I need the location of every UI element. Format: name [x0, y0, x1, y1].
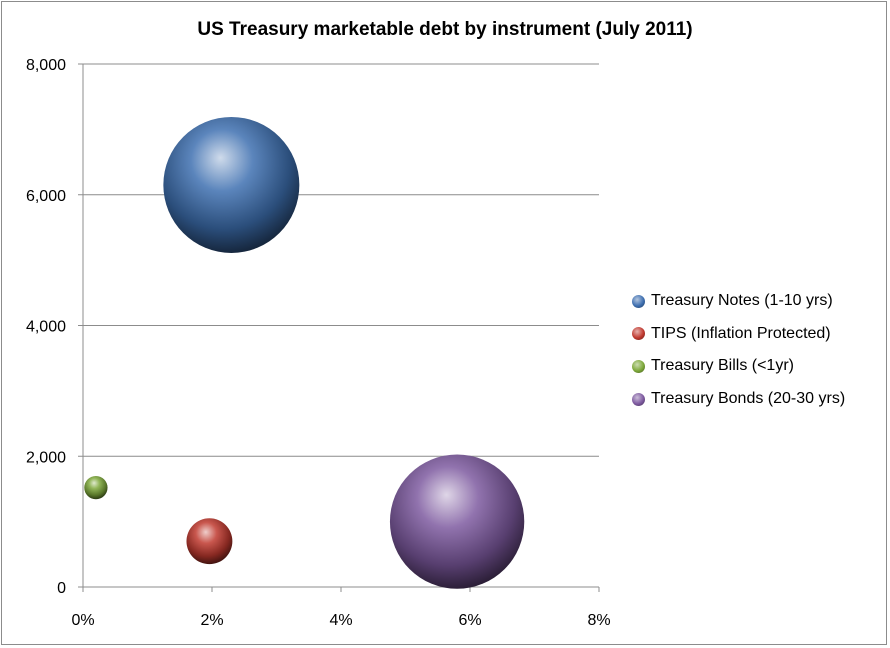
legend-item: TIPS (Inflation Protected): [632, 318, 887, 351]
legend-label: Treasury Bonds (20-30 yrs): [651, 390, 846, 408]
legend-item: Treasury Bonds (20-30 yrs): [632, 383, 887, 416]
y-tick-label: 8,000: [26, 57, 66, 74]
legend: Treasury Notes (1-10 yrs) TIPS (Inflation…: [632, 285, 887, 415]
legend-marker-icon: [632, 392, 645, 406]
chart-title: US Treasury marketable debt by instrumen…: [197, 19, 693, 40]
legend-label: TIPS (Inflation Protected): [651, 324, 831, 342]
legend-marker-icon: [632, 359, 645, 373]
x-tick-label: 8%: [587, 612, 610, 629]
x-tick-label: 6%: [458, 612, 481, 629]
legend-marker-icon: [632, 327, 645, 341]
bubble-1: [163, 116, 300, 253]
x-tick-label: 2%: [200, 612, 223, 629]
y-tick-label: 4,000: [26, 319, 66, 336]
bubble-3: [84, 475, 108, 500]
legend-marker-icon: [632, 294, 645, 308]
bubble-2: [186, 518, 233, 565]
bubble-4: [389, 454, 525, 589]
y-tick-label: 6,000: [26, 188, 66, 205]
legend-item: Treasury Bills (<1yr): [632, 350, 887, 383]
legend-label: Treasury Bills (<1yr): [651, 357, 794, 375]
y-tick-label: 2,000: [26, 449, 66, 466]
x-tick-label: 0%: [71, 612, 94, 629]
y-tick-label: 0: [57, 580, 66, 597]
legend-label: Treasury Notes (1-10 yrs): [651, 292, 833, 310]
legend-item: Treasury Notes (1-10 yrs): [632, 285, 887, 318]
x-tick-label: 4%: [329, 612, 352, 629]
